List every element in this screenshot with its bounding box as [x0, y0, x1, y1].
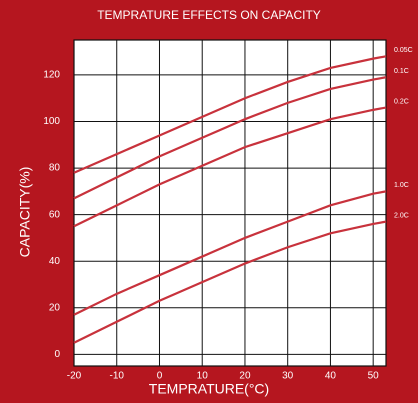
- x-tick-label: 20: [239, 371, 251, 382]
- y-tick-label: 80: [49, 163, 61, 174]
- series-label: 0.2C: [394, 98, 409, 105]
- y-tick-label: 40: [49, 256, 61, 267]
- x-tick-label: 50: [368, 371, 380, 382]
- x-tick-label: -20: [67, 371, 82, 382]
- series-line: [73, 76, 387, 200]
- series-label: 0.05C: [394, 47, 413, 54]
- series-label: 0.1C: [394, 68, 409, 75]
- x-tick-label: 30: [282, 371, 294, 382]
- series-label: 2.0C: [394, 212, 409, 219]
- y-tick-label: 120: [43, 70, 60, 81]
- x-tick-label: 40: [325, 371, 337, 382]
- x-axis-label: TEMPRATURE(°C): [149, 381, 269, 397]
- series-line: [73, 190, 387, 316]
- y-tick-label: 100: [43, 116, 60, 127]
- x-tick-label: 0: [157, 371, 163, 382]
- chart-title: TEMPRATURE EFFECTS ON CAPACITY: [97, 8, 321, 22]
- series-line: [73, 220, 387, 344]
- x-tick-label: -10: [110, 371, 125, 382]
- y-tick-label: 60: [49, 209, 61, 220]
- x-tick-label: 10: [197, 371, 209, 382]
- series-line: [73, 55, 387, 174]
- series-label: 1.0C: [394, 182, 409, 189]
- plot-area: [73, 39, 387, 367]
- y-axis-label: CAPACITY(%): [17, 167, 33, 258]
- y-tick-label: 0: [54, 349, 60, 360]
- series-line: [73, 106, 387, 228]
- y-tick-label: 20: [49, 302, 61, 313]
